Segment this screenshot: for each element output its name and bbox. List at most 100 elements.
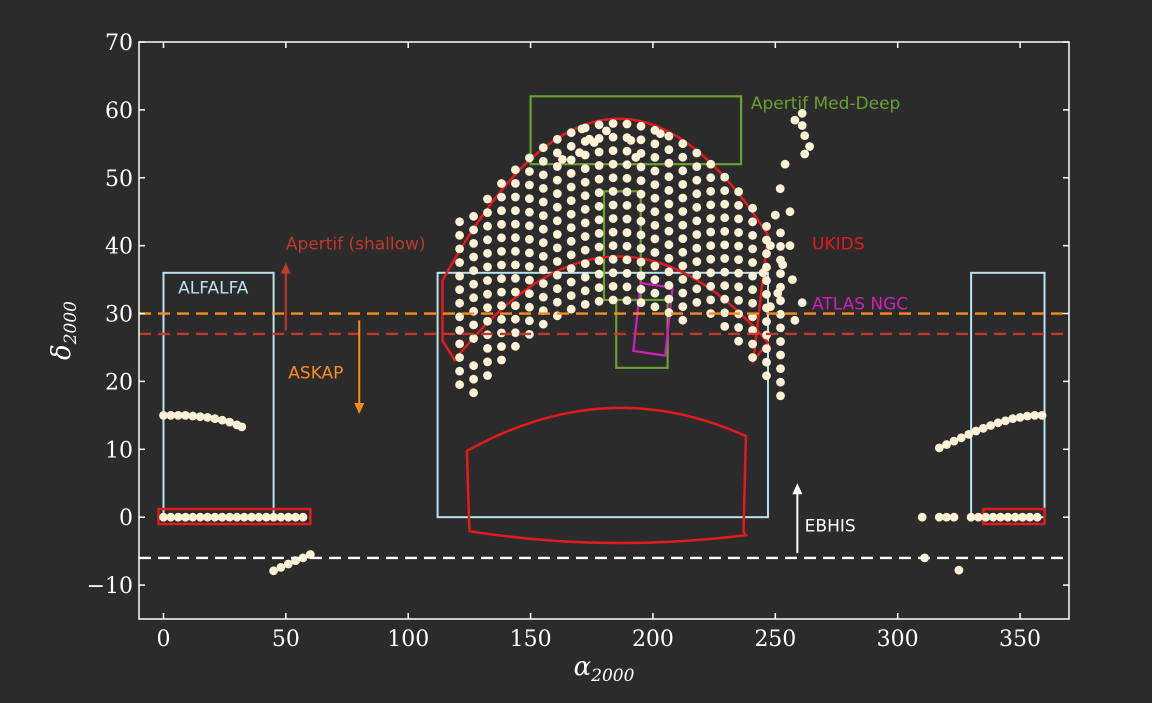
data-point: [261, 512, 271, 522]
data-point: [538, 170, 548, 180]
data-point: [566, 196, 576, 206]
data-point: [720, 213, 730, 223]
data-point: [788, 275, 797, 284]
data-point: [291, 512, 300, 522]
data-point: [602, 126, 611, 136]
data-point: [996, 512, 1005, 522]
data-point: [636, 162, 646, 172]
data-point: [217, 512, 227, 522]
data-point: [655, 129, 665, 139]
data-point: [622, 201, 632, 210]
data-point: [552, 162, 562, 171]
data-point: [692, 175, 702, 185]
x-tick-label: 250: [754, 627, 796, 652]
data-point: [776, 323, 785, 333]
data-point: [636, 135, 646, 145]
data-point: [203, 413, 212, 422]
data-point: [497, 206, 506, 216]
data-point: [608, 132, 618, 142]
data-point: [511, 179, 520, 188]
data-point: [483, 194, 492, 204]
axis-ticks: 0 50 100 150 200 250 300 350 −10 0 10 20 30 40 50 60 70: [87, 31, 1069, 652]
data-point: [762, 289, 771, 299]
data-point: [1030, 411, 1040, 420]
data-point: [934, 443, 944, 453]
data-point: [664, 131, 674, 141]
data-point: [225, 512, 235, 522]
data-point: [678, 302, 688, 311]
data-point: [566, 209, 576, 219]
data-point: [720, 322, 730, 331]
data-point: [455, 230, 464, 240]
data-point: [276, 563, 286, 572]
data-point: [594, 174, 604, 184]
data-point: [217, 415, 227, 425]
data-point: [780, 159, 790, 169]
data-point: [188, 512, 198, 522]
data-point: [608, 119, 618, 128]
arrow-head: [280, 262, 291, 274]
ukids-footprint-south: [465, 406, 749, 545]
data-point: [650, 220, 660, 230]
y-axis-label: δ2000: [47, 301, 81, 360]
data-point: [942, 440, 951, 449]
direction-arrows: [280, 262, 803, 554]
data-point: [580, 272, 590, 282]
data-point: [734, 296, 743, 305]
data-point: [566, 223, 576, 233]
data-point: [720, 199, 730, 209]
y-tick-label: 20: [105, 370, 133, 395]
data-point: [678, 275, 688, 284]
data-point: [269, 512, 278, 522]
data-point: [552, 270, 562, 280]
data-point: [964, 430, 974, 439]
data-point: [664, 253, 674, 263]
data-point: [298, 512, 308, 522]
data-point: [511, 341, 520, 351]
data-point: [636, 121, 646, 131]
data-point: [538, 265, 548, 275]
data-point: [631, 153, 641, 162]
data-point: [636, 189, 646, 199]
data-point: [734, 323, 743, 332]
data-point: [181, 512, 190, 522]
x-axis-subscript: 2000: [590, 666, 634, 686]
data-point: [622, 282, 632, 292]
data-point: [210, 414, 220, 424]
data-point: [608, 282, 618, 291]
data-point: [664, 158, 674, 168]
data-point: [678, 261, 688, 271]
data-point: [734, 268, 743, 278]
data-point: [552, 216, 562, 226]
data-point: [622, 173, 632, 183]
data-point: [538, 238, 548, 248]
x-tick-label: 300: [877, 627, 919, 652]
data-point: [538, 251, 548, 261]
data-point: [566, 277, 576, 287]
data-point: [511, 314, 520, 324]
data-point: [1037, 411, 1047, 420]
data-point: [608, 241, 618, 251]
data-point: [511, 165, 520, 175]
data-point: [497, 342, 506, 351]
data-point: [790, 115, 800, 125]
plot-frame: [138, 41, 1070, 620]
data-point: [776, 228, 785, 238]
data-point: [525, 262, 534, 271]
data-point: [608, 200, 618, 210]
data-point: [1018, 512, 1027, 522]
data-point: [594, 229, 604, 238]
data-point: [692, 243, 702, 253]
data-point: [706, 227, 716, 237]
arrow-head: [792, 483, 803, 495]
data-point: [483, 235, 492, 245]
data-point: [173, 512, 183, 522]
data-point: [776, 269, 785, 278]
data-point: [232, 512, 242, 522]
data-point: [511, 192, 520, 202]
data-point: [538, 224, 548, 234]
data-point: [650, 153, 660, 162]
data-point: [664, 226, 674, 236]
data-point: [594, 161, 604, 170]
